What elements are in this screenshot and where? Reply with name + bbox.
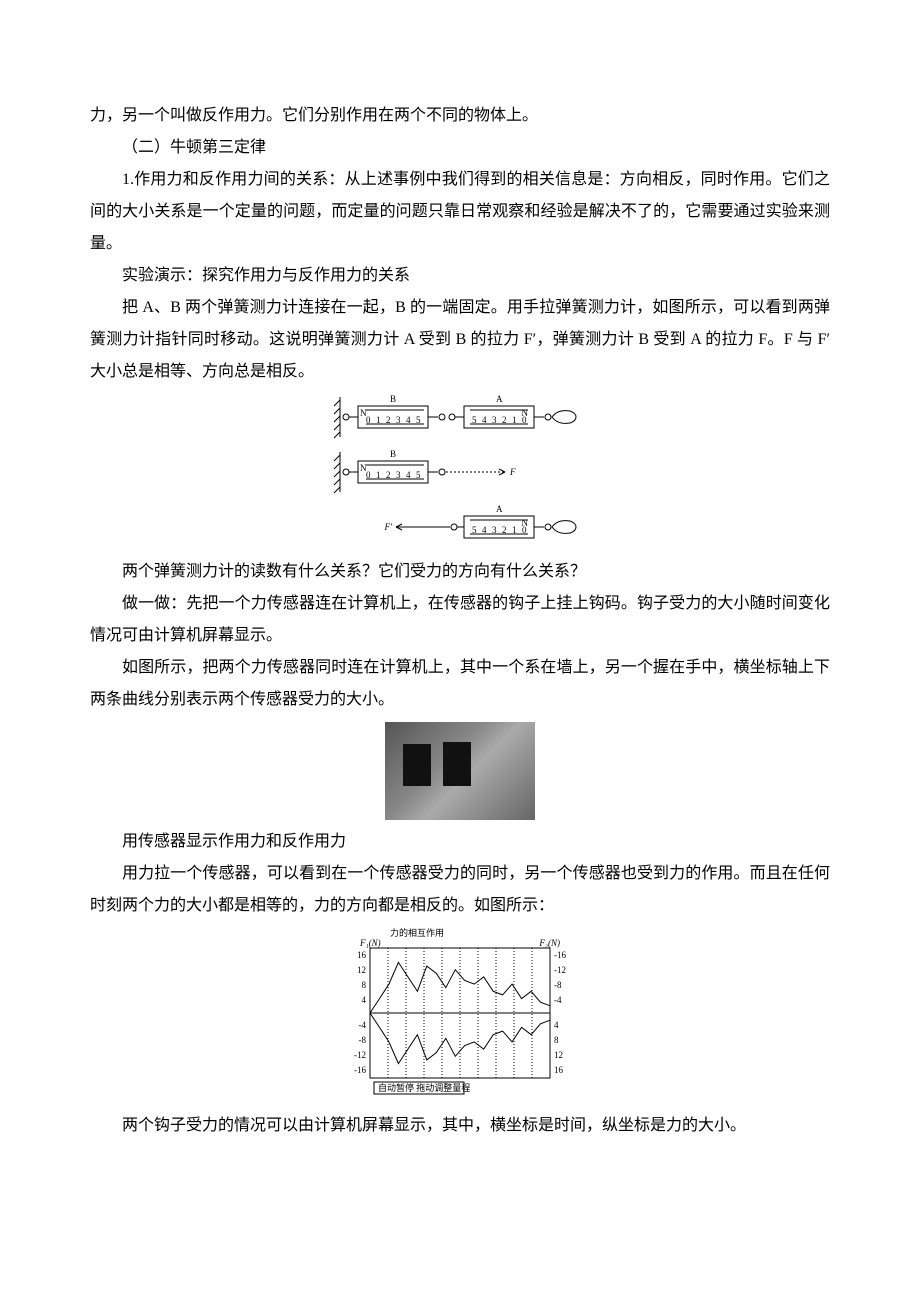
svg-text:0: 0 [522,415,527,425]
left-axis-label: F₁(N) [359,938,381,948]
label-A: A [496,504,503,514]
svg-text:16: 16 [357,950,367,960]
label-A: A [496,394,503,404]
svg-text:4: 4 [406,415,411,425]
svg-text:8: 8 [362,980,367,990]
label-B: B [390,449,396,459]
svg-text:5: 5 [472,525,477,535]
svg-text:4: 4 [406,470,411,480]
svg-text:4: 4 [482,415,487,425]
page-content: 力，另一个叫做反作用力。它们分别作用在两个不同的物体上。 （二）牛顿第三定律 1… [0,0,920,1242]
svg-text:2: 2 [502,525,507,535]
label-B: B [390,394,396,404]
para-8: 如图所示，把两个力传感器同时连在计算机上，其中一个系在墙上，另一个握在手中，横坐… [90,652,830,716]
svg-text:1: 1 [376,470,381,480]
right-axis-label: F₂(N) [538,938,560,948]
para-1: 力，另一个叫做反作用力。它们分别作用在两个不同的物体上。 [90,100,830,132]
para-5: 把 A、B 两个弹簧测力计连接在一起，B 的一端固定。用手拉弹簧测力计，如图所示… [90,292,830,388]
label-Fp: F′ [384,522,393,532]
svg-text:1: 1 [376,415,381,425]
right-ticks: -16 -12 -8 -4 4 8 12 16 [554,950,566,1075]
svg-text:2: 2 [502,415,507,425]
svg-text:2: 2 [386,415,391,425]
svg-text:16: 16 [554,1065,564,1075]
row3: F′ N A 0 1 2 3 4 5 [384,504,576,538]
svg-text:-16: -16 [554,950,566,960]
sensor-photo [385,722,535,820]
svg-text:8: 8 [554,1035,559,1045]
label-F: F [509,467,516,477]
left-ticks: 16 12 8 4 -4 -8 -12 -16 [354,950,367,1075]
svg-text:5: 5 [416,470,421,480]
svg-text:3: 3 [396,470,401,480]
svg-text:4: 4 [554,1020,559,1030]
para-2-heading: （二）牛顿第三定律 [90,132,830,164]
para-3: 1.作用力和反作用力间的关系：从上述事例中我们得到的相关信息是：方向相反，同时作… [90,164,830,260]
svg-text:5: 5 [472,415,477,425]
svg-text:4: 4 [362,995,367,1005]
para-4: 实验演示：探究作用力与反作用力的关系 [90,260,830,292]
para-6: 两个弹簧测力计的读数有什么关系？它们受力的方向有什么关系？ [90,556,830,588]
svg-text:-16: -16 [354,1065,366,1075]
para-9: 用传感器显示作用力和反作用力 [90,826,830,858]
force-chart: 力的相互作用 F₁(N) F₂(N) 16 12 8 4 -4 -8 -12 [330,926,590,1106]
spring-scale-diagram: N B 0 1 2 3 4 5 N A 0 1 2 3 4 5 [330,392,590,552]
svg-text:0: 0 [522,525,527,535]
chart-title: 力的相互作用 [390,927,444,938]
svg-text:-12: -12 [354,1050,366,1060]
para-10: 用力拉一个传感器，可以看到在一个传感器受力的同时，另一个传感器也受到力的作用。而… [90,858,830,922]
svg-text:4: 4 [482,525,487,535]
svg-text:5: 5 [416,415,421,425]
svg-text:3: 3 [396,415,401,425]
svg-text:3: 3 [492,415,497,425]
svg-text:3: 3 [492,525,497,535]
chart-bottom-caption: 自动暂停 拖动调整量程 [378,1082,470,1093]
svg-text:-8: -8 [554,980,562,990]
svg-text:0: 0 [366,470,371,480]
para-7: 做一做：先把一个力传感器连在计算机上，在传感器的钩子上挂上钩码。钩子受力的大小随… [90,588,830,652]
row2: N B 0 1 2 3 4 5 F [334,449,516,493]
svg-text:12: 12 [357,965,366,975]
svg-text:-12: -12 [554,965,566,975]
svg-text:-8: -8 [359,1035,367,1045]
svg-text:12: 12 [554,1050,563,1060]
row1: N B 0 1 2 3 4 5 N A 0 1 2 3 4 5 [334,394,576,438]
svg-text:-4: -4 [554,995,562,1005]
svg-text:-4: -4 [359,1020,367,1030]
svg-text:2: 2 [386,470,391,480]
svg-text:1: 1 [512,415,517,425]
svg-text:1: 1 [512,525,517,535]
para-11: 两个钩子受力的情况可以由计算机屏幕显示，其中，横坐标是时间，纵坐标是力的大小。 [90,1110,830,1142]
svg-text:0: 0 [366,415,371,425]
